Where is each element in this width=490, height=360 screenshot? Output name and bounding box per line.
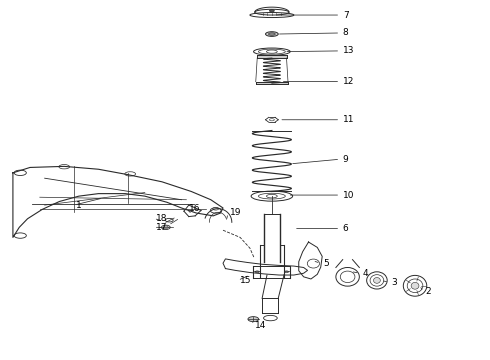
Text: 18: 18	[156, 214, 168, 223]
Text: 11: 11	[343, 115, 354, 124]
Text: 4: 4	[362, 269, 368, 278]
Ellipse shape	[373, 278, 380, 283]
Text: 1: 1	[76, 201, 82, 210]
Text: 14: 14	[255, 321, 266, 330]
Text: 2: 2	[426, 287, 431, 296]
Ellipse shape	[266, 32, 278, 36]
Text: 6: 6	[343, 224, 348, 233]
Ellipse shape	[411, 282, 419, 289]
Ellipse shape	[269, 33, 275, 35]
Text: 17: 17	[156, 223, 168, 232]
Text: 7: 7	[343, 10, 348, 19]
Text: 12: 12	[343, 77, 354, 86]
Ellipse shape	[270, 10, 274, 12]
Text: 16: 16	[189, 204, 200, 213]
Text: 9: 9	[343, 155, 348, 164]
Text: 15: 15	[240, 276, 251, 285]
Text: 13: 13	[343, 46, 354, 55]
Text: 5: 5	[323, 259, 329, 268]
Text: 3: 3	[392, 278, 397, 287]
Text: 8: 8	[343, 28, 348, 37]
Text: 10: 10	[343, 190, 354, 199]
Text: 19: 19	[230, 208, 242, 217]
Ellipse shape	[248, 317, 259, 321]
